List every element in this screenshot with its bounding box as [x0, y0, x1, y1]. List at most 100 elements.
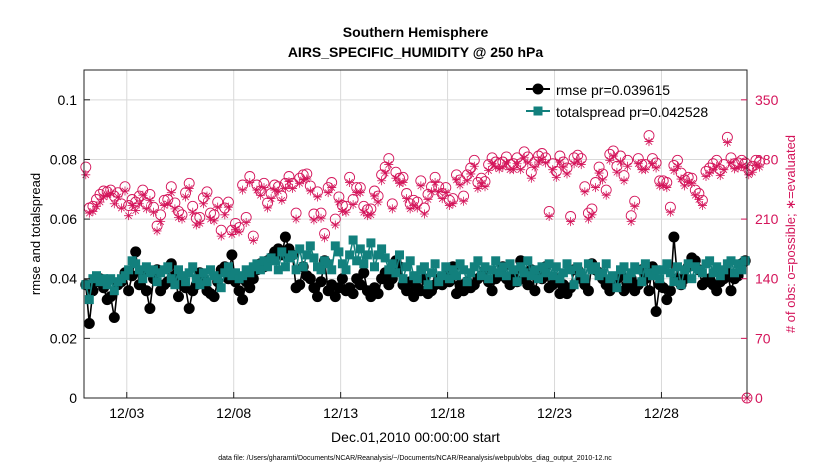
spread-point [448, 265, 458, 275]
obs-evaluated-point [206, 214, 216, 224]
obs-evaluated-point [234, 227, 244, 237]
spread-point [626, 268, 636, 278]
obs-evaluated-point [730, 164, 740, 174]
obs-evaluated-point [619, 176, 629, 186]
obs-evaluated-point [541, 158, 551, 168]
obs-evaluated-point [444, 200, 454, 210]
obs-evaluated-point [184, 183, 194, 193]
spread-point [305, 241, 315, 251]
obs-evaluated-point [459, 196, 469, 206]
spread-point [373, 250, 383, 260]
rmse-point [643, 285, 655, 297]
spread-point [655, 274, 665, 284]
obs-evaluated-point [230, 224, 240, 234]
obs-evaluated-point [106, 189, 116, 199]
y-right-tick-label: 280 [755, 151, 779, 167]
axes-layer: 12/03 12/08 12/13 12/18 12/23 12/28 0 0.02 0.04 0… [50, 92, 779, 421]
spread-point [252, 259, 262, 269]
obs-evaluated-point [687, 178, 697, 188]
spread-point [612, 283, 622, 293]
spread-point [598, 268, 608, 278]
obs-evaluated-point [512, 159, 522, 169]
y-left-tick-label: 0 [69, 390, 77, 406]
spread-point [106, 274, 116, 284]
spread-point [181, 277, 191, 287]
obs-evaluated-point [466, 169, 476, 179]
obs-evaluated-point [394, 178, 404, 188]
obs-evaluated-point [81, 170, 91, 180]
spread-point [391, 268, 401, 278]
obs-evaluated-point [494, 164, 504, 174]
obs-evaluated-point [409, 200, 419, 210]
rmse-point [237, 294, 249, 306]
obs-evaluated-point [102, 190, 112, 200]
spread-point [345, 250, 355, 260]
obs-evaluated-point [676, 174, 686, 184]
spread-point [352, 256, 362, 266]
obs-evaluated-point [145, 195, 155, 205]
obs-evaluated-point [312, 192, 322, 202]
spread-point [405, 256, 415, 266]
obs-evaluated-point [427, 187, 437, 197]
spread-point [530, 265, 540, 275]
rmse-point [123, 285, 135, 297]
obs-evaluated-point [437, 194, 447, 204]
obs-evaluated-point [469, 161, 479, 171]
obs-evaluated-point [491, 162, 501, 172]
spread-point [669, 277, 679, 287]
obs-evaluated-point [665, 207, 675, 217]
spread-point [377, 244, 387, 254]
obs-evaluated-point [280, 183, 290, 193]
rmse-point [668, 231, 680, 243]
obs-evaluated-point [309, 215, 319, 225]
spread-point [541, 268, 551, 278]
obs-evaluated-point [612, 167, 622, 177]
spread-point [516, 262, 526, 272]
spread-point [637, 277, 647, 287]
obs-evaluated-point [295, 178, 305, 188]
legend-rmse-label: rmse pr=0.039615 [556, 82, 670, 98]
spread-point [476, 271, 486, 281]
obs-evaluated-point [88, 206, 98, 216]
obs-evaluated-point [423, 194, 433, 204]
spread-point [109, 286, 119, 296]
plot-frame [83, 69, 748, 399]
obs-evaluated-point [751, 160, 761, 170]
spread-point [434, 277, 444, 287]
obs-evaluated-point [238, 185, 248, 195]
obs-evaluated-point [380, 168, 390, 178]
rmse-point [208, 291, 220, 303]
rmse-point [244, 282, 256, 294]
spread-point [370, 262, 379, 272]
spread-point [544, 259, 554, 269]
spread-point [459, 265, 469, 275]
obs-evaluated-point [348, 200, 358, 210]
obs-evaluated-point [341, 207, 351, 217]
spread-point [174, 265, 183, 275]
obs-evaluated-point [131, 206, 141, 216]
spread-point [402, 262, 412, 272]
spread-point [170, 280, 180, 290]
spread-point [419, 262, 429, 272]
obs-evaluated-point [391, 173, 401, 183]
obs-evaluated-point [270, 185, 280, 195]
obs-evaluated-point [366, 210, 376, 220]
spread-point [526, 271, 536, 281]
y-left-tick-label: 0.08 [50, 151, 77, 167]
spread-point [623, 274, 633, 284]
spread-point [220, 268, 230, 278]
obs-evaluated-point [566, 217, 576, 227]
spread-point [452, 271, 461, 281]
obs-evaluated-point [747, 167, 757, 177]
obs-evaluated-point [405, 204, 415, 214]
obs-evaluated-point [523, 158, 533, 168]
rmse-point [582, 285, 594, 297]
obs-evaluated-point [640, 165, 650, 175]
spread-point [334, 247, 344, 257]
spread-point [715, 271, 725, 281]
x-tick-label: 12/08 [216, 405, 251, 421]
obs-evaluated-point [302, 174, 312, 184]
obs-evaluated-point [548, 165, 558, 175]
obs-evaluated-point [591, 183, 601, 193]
spread-point [231, 268, 240, 278]
